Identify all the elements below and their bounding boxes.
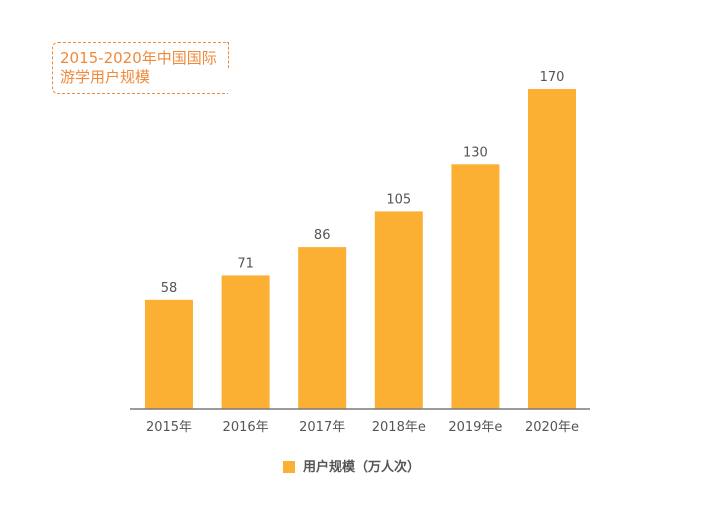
legend-swatch bbox=[283, 461, 295, 473]
value-label-1: 58 bbox=[161, 281, 178, 296]
bar-3 bbox=[298, 247, 347, 409]
value-labels-layer: 58 71 86 105 130 170 bbox=[161, 70, 565, 296]
x-tick-labels: 2015年 2016年 2017年 2018年e 2019年e 2020年e bbox=[146, 420, 579, 435]
x-tick-label-2: 2016年 bbox=[223, 420, 269, 435]
chart-title: 2015-2020年中国国际游学用户规模 bbox=[60, 49, 217, 86]
bar-1 bbox=[145, 299, 193, 409]
value-label-5: 130 bbox=[463, 145, 488, 160]
value-label-4: 105 bbox=[386, 192, 411, 207]
value-label-6: 170 bbox=[540, 70, 565, 85]
bar-2 bbox=[221, 275, 270, 409]
x-tick-label-6: 2020年e bbox=[525, 420, 579, 435]
value-label-3: 86 bbox=[314, 228, 331, 243]
bar-4 bbox=[374, 211, 423, 409]
legend-label: 用户规模（万人次） bbox=[302, 459, 420, 475]
x-tick-label-1: 2015年 bbox=[146, 420, 192, 435]
bar-6 bbox=[528, 89, 576, 409]
title-box bbox=[52, 42, 229, 94]
bars-layer bbox=[145, 89, 576, 409]
x-tick-label-3: 2017年 bbox=[299, 420, 345, 435]
x-tick-label-5: 2019年e bbox=[448, 420, 502, 435]
x-tick-label-4: 2018年e bbox=[372, 420, 426, 435]
bar-5 bbox=[451, 164, 500, 409]
legend: 用户规模（万人次） bbox=[283, 459, 420, 475]
value-label-2: 71 bbox=[237, 256, 254, 271]
